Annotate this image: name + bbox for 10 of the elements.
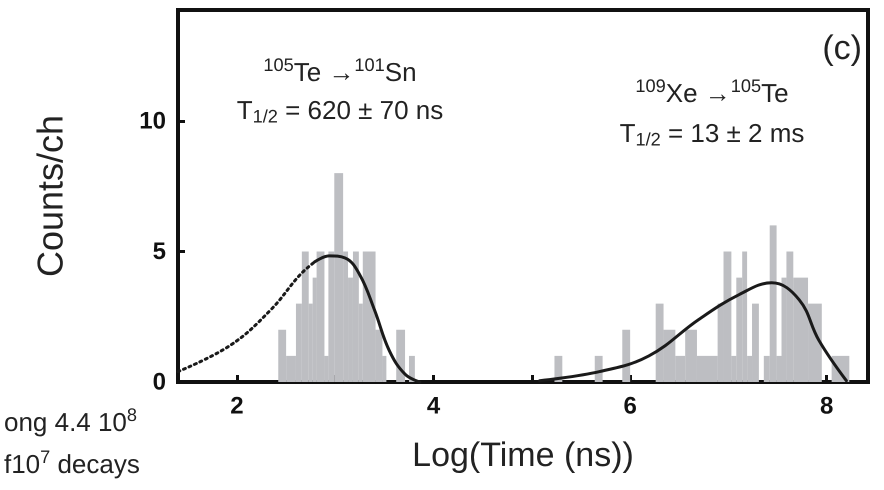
y-axis-title: Counts/ch [30,114,70,278]
x-tick-label: 4 [426,392,441,420]
y-tick-label: 5 [152,238,166,265]
y-tick-label: 0 [152,368,166,396]
annotation: (c) [822,29,862,67]
x-tick-label: 6 [623,392,637,420]
x-axis-title: Log(Time (ns)) [412,436,634,474]
x-tick-label: 8 [820,392,834,420]
x-tick-label: 2 [230,392,244,420]
y-tick-label: 10 [139,107,166,134]
